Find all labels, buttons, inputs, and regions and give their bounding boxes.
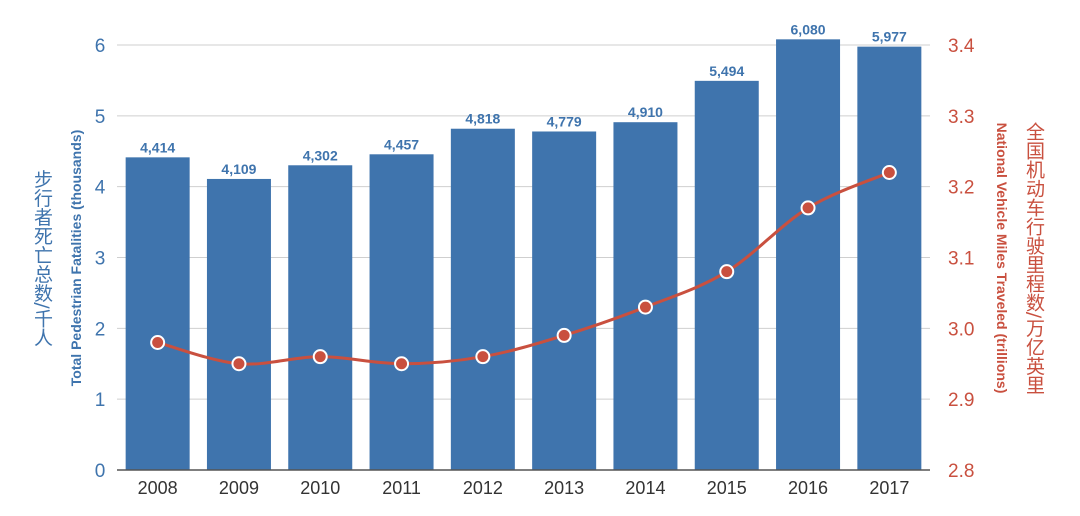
x-tick-label: 2014 (625, 478, 665, 498)
bar-data-label: 4,414 (140, 139, 175, 155)
left-tick-label: 4 (95, 178, 106, 199)
right-axis-title-cn: 全国机动车行驶里程数/万亿英里 (1023, 122, 1045, 395)
bar-data-label: 4,818 (465, 111, 500, 127)
vmt-line (157, 171, 890, 366)
right-axis-title: National Vehicle Miles Traveled (trillio… (994, 123, 1010, 394)
bar (613, 122, 678, 470)
right-tick-label: 2.9 (948, 390, 974, 411)
vmt-point (312, 349, 328, 365)
left-axis-title-cn: 步行者死亡总数/千人 (31, 169, 53, 347)
right-tick-label: 3.0 (948, 319, 974, 340)
x-tick-label: 2013 (544, 478, 584, 498)
x-tick-label: 2012 (463, 478, 503, 498)
left-axis-title: Total Pedestrian Fatalities (thousands) (68, 130, 84, 386)
left-tick-label: 6 (95, 36, 106, 57)
x-tick-label: 2008 (138, 478, 178, 498)
left-tick-label: 0 (95, 461, 106, 482)
vmt-point (800, 200, 816, 216)
bar-data-label: 4,302 (303, 147, 338, 163)
bar (532, 131, 597, 471)
left-tick-label: 1 (95, 390, 106, 411)
right-tick-label: 3.1 (948, 249, 974, 270)
vmt-point (556, 327, 572, 343)
bar-data-label: 4,779 (547, 113, 582, 129)
bar (125, 157, 190, 470)
left-axis-ticks: 0 1 2 3 4 5 6 (95, 36, 106, 482)
bar (776, 39, 841, 470)
bar (206, 178, 271, 470)
right-axis-ticks: 2.8 2.9 3.0 3.1 3.2 3.3 3.4 (948, 36, 975, 482)
x-tick-label: 2009 (219, 478, 259, 498)
right-tick-label: 2.8 (948, 461, 974, 482)
vmt-points (150, 165, 897, 372)
bar-data-label: 5,977 (872, 29, 907, 45)
left-tick-label: 2 (95, 319, 106, 340)
vmt-point (637, 299, 653, 315)
vmt-point (150, 335, 166, 350)
bar-data-label: 6,080 (791, 21, 826, 37)
x-axis-ticks: 2008 2009 2010 2011 2012 2013 2014 2015 2016 2017 (138, 478, 910, 498)
bar-data-label: 4,109 (221, 161, 256, 177)
vmt-point (231, 356, 247, 372)
bar (369, 154, 434, 470)
left-tick-label: 5 (95, 107, 106, 128)
left-tick-label: 3 (95, 249, 106, 270)
bar-labels: 4,414 4,109 4,302 4,457 4,818 4,779 4,910 5,494… (140, 21, 907, 177)
x-tick-label: 2017 (869, 478, 909, 498)
bar-data-label: 4,457 (384, 136, 419, 152)
bar-data-label: 4,910 (628, 104, 663, 120)
bar (450, 128, 515, 470)
right-tick-label: 3.4 (948, 36, 975, 57)
vmt-point (881, 165, 897, 180)
vmt-point (394, 356, 410, 372)
bars (125, 39, 922, 471)
bar (857, 46, 922, 471)
x-tick-label: 2015 (707, 478, 747, 498)
bar (288, 165, 353, 470)
right-tick-label: 3.2 (948, 178, 974, 199)
x-tick-label: 2011 (382, 478, 421, 498)
vmt-point (475, 349, 491, 365)
right-tick-label: 3.3 (948, 107, 974, 128)
bar-data-label: 5,494 (709, 63, 744, 79)
x-tick-label: 2010 (300, 478, 340, 498)
x-tick-label: 2016 (788, 478, 828, 498)
vmt-point (719, 264, 735, 280)
